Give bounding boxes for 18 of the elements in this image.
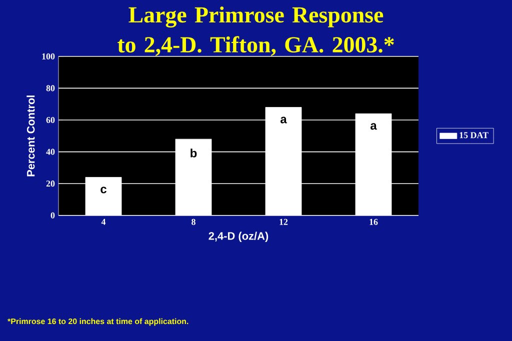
legend-label: 15 DAT: [460, 132, 488, 138]
x-tick-label: 16: [370, 218, 378, 225]
x-tick-label: 4: [101, 218, 106, 225]
chart-title: Large Primrose Response to 2,4-D. Tifton, GA. 2003.*: [118, 6, 394, 56]
data-label: c: [100, 186, 106, 194]
y-tick-label: 60: [46, 116, 55, 124]
data-label: a: [280, 116, 287, 124]
y-tick-label: 40: [46, 148, 55, 155]
y-tick-label: 20: [46, 180, 55, 187]
x-axis-title: 2,4-D (oz/A): [208, 232, 268, 242]
y-tick-label: 80: [46, 85, 55, 92]
y-tick-label: 100: [42, 53, 55, 60]
data-label: b: [190, 148, 197, 158]
y-axis-title: Percent Control: [26, 96, 35, 176]
y-tick-label: 0: [50, 212, 55, 218]
x-tick-label: 8: [192, 218, 196, 225]
data-label: a: [370, 123, 377, 130]
x-tick-label: 12: [280, 218, 288, 225]
